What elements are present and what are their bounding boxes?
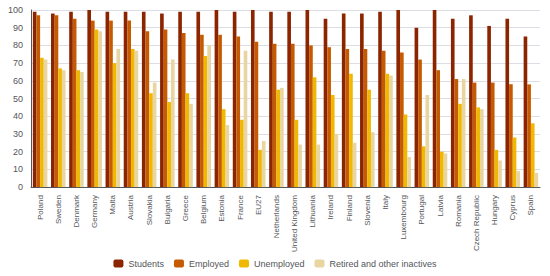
svg-text:80: 80 [13,40,23,50]
svg-text:Malta: Malta [108,195,117,215]
svg-text:United Kingdom: United Kingdom [290,195,299,252]
svg-text:Netherlands: Netherlands [272,195,281,238]
svg-text:Slovenia: Slovenia [363,195,372,226]
svg-text:10: 10 [13,164,23,174]
svg-text:90: 90 [13,23,23,33]
svg-text:Slovakia: Slovakia [145,195,154,226]
svg-text:Luxembourg: Luxembourg [399,195,408,239]
svg-text:Finland: Finland [345,195,354,221]
svg-text:70: 70 [13,58,23,68]
svg-text:Italy: Italy [381,195,390,210]
svg-text:Bulgaria: Bulgaria [163,195,172,225]
svg-text:Czech Republic: Czech Republic [472,195,481,251]
svg-text:50: 50 [13,94,23,104]
svg-text:Spain: Spain [526,195,535,215]
svg-text:20: 20 [13,147,23,157]
svg-text:30: 30 [13,129,23,139]
svg-text:EU27: EU27 [254,195,263,216]
svg-text:Retired and other inactives: Retired and other inactives [330,259,438,269]
svg-text:Estonia: Estonia [217,195,226,222]
svg-text:Sweden: Sweden [54,195,63,224]
svg-text:Greece: Greece [181,195,190,222]
svg-text:Belgium: Belgium [199,195,208,224]
svg-text:Portugal: Portugal [417,195,426,225]
svg-text:Students: Students [128,259,164,269]
svg-text:France: France [236,195,245,220]
svg-text:60: 60 [13,76,23,86]
svg-text:Employed: Employed [189,259,229,269]
svg-text:100: 100 [8,5,23,15]
svg-text:Austria: Austria [126,195,135,220]
svg-text:Denmark: Denmark [72,194,81,227]
svg-text:0: 0 [18,182,23,192]
svg-text:Hungary: Hungary [490,195,499,225]
svg-text:Germany: Germany [90,195,99,228]
svg-text:Poland: Poland [36,195,45,220]
svg-text:Latvia: Latvia [436,195,445,217]
svg-text:40: 40 [13,111,23,121]
svg-text:Ireland: Ireland [326,195,335,219]
svg-text:Unemployed: Unemployed [254,259,305,269]
svg-text:Lithuania: Lithuania [308,195,317,228]
svg-text:Cyprus: Cyprus [508,195,517,220]
svg-text:Romania: Romania [454,195,463,228]
